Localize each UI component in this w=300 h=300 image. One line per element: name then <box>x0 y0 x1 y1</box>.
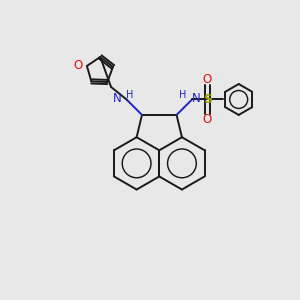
Text: O: O <box>203 74 212 86</box>
Text: H: H <box>126 90 134 100</box>
Text: O: O <box>74 59 83 73</box>
Text: N: N <box>112 92 121 105</box>
Text: H: H <box>179 90 187 100</box>
Text: S: S <box>203 93 212 106</box>
Text: N: N <box>192 92 201 105</box>
Text: O: O <box>203 112 212 126</box>
